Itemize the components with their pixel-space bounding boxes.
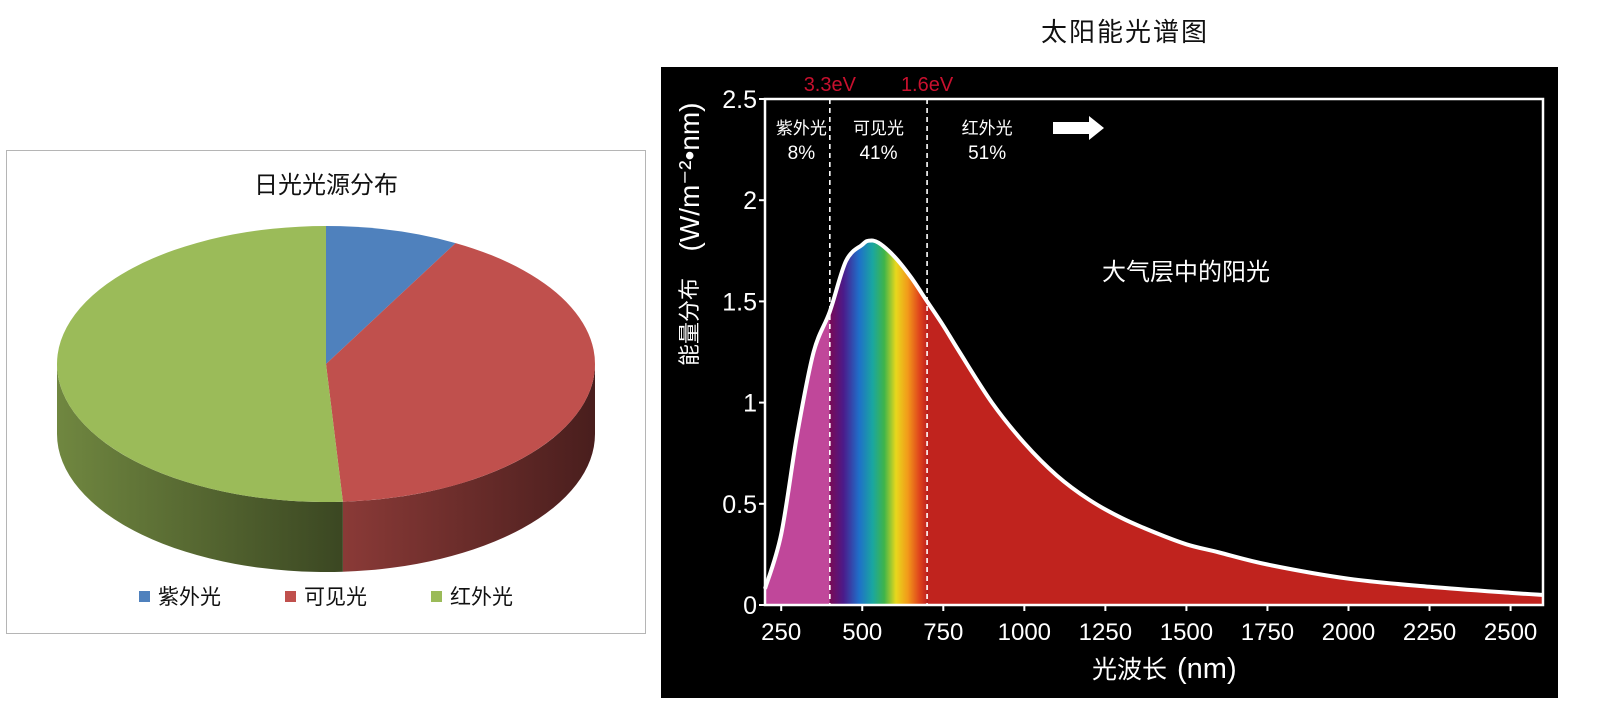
x-tick-label-1: 500 [842,619,882,646]
pie-chart [57,226,596,572]
y-tick-label-1: 0.5 [722,491,757,519]
uv-region-fill [765,240,830,605]
pie-chart-title: 日光光源分布 [254,171,398,199]
visible-region-fill [829,240,928,605]
x-tick-label-7: 2000 [1322,619,1375,646]
x-axis-unit: (nm) [1177,653,1237,685]
legend-swatch-visible [285,590,296,602]
x-axis-label: 光波长 [1092,655,1167,684]
y-tick-label-5: 2.5 [722,86,757,114]
pie-chart-panel: 日光光源分布 紫外光 可见光 红外光 [6,150,646,634]
y-tick-label-2: 1 [743,390,757,418]
pie-slice-2 [57,226,343,502]
legend-item-uv: 紫外光 [139,581,221,611]
x-tick-label-4: 1250 [1079,619,1132,646]
region-name-0: 紫外光 [776,119,827,139]
x-tick-label-3: 1000 [998,619,1051,646]
plot-frame [763,97,1545,607]
pie-side-1 [342,364,595,572]
x-tick-label-8: 2250 [1403,619,1456,646]
spectrum-curve [763,238,1544,597]
infrared-region-fill [927,240,1543,605]
x-tick-label-9: 2500 [1484,619,1537,646]
x-tick-label-6: 1750 [1241,619,1294,646]
spectrum-chart-title: 太阳能光谱图 [1040,18,1209,48]
boundary-label-0: 3.3eV [804,74,857,96]
spectrum-chart-panel: 3.3eV 1.6eV 紫外光 8% 可见光 41% 红外光 51% 大气层中的阳光 0 0.5 1 1… [661,67,1558,698]
region-percent-1: 41% [859,143,897,164]
region-name-1: 可见光 [853,119,904,139]
spectrum-chart: 3.3eV 1.6eV 紫外光 8% 可见光 41% 红外光 51% 大气层中的阳光 0 0.5 1 1… [674,74,1545,685]
spectrum-area [765,240,1543,605]
x-tick-label-5: 1500 [1160,619,1213,646]
pie-slice-0 [326,226,456,364]
arrow-right-icon [1053,116,1104,140]
legend-swatch-infrared [431,590,442,602]
x-tick-label-2: 750 [923,619,963,646]
legend-label-infrared: 红外光 [450,585,513,609]
boundary-label-1: 1.6eV [901,74,954,96]
pie-slice-1 [326,243,596,502]
legend-label-visible: 可见光 [304,585,367,609]
pie-side-2 [57,364,343,572]
y-tick-label-4: 2 [743,187,757,215]
region-name-2: 红外光 [962,119,1013,139]
y-tick-label-3: 1.5 [722,288,757,316]
legend-item-infrared: 红外光 [431,581,513,611]
region-percent-0: 8% [788,143,816,164]
y-tick-label-0: 0 [743,592,757,620]
legend-label-uv: 紫外光 [158,585,221,609]
legend-swatch-uv [139,590,150,602]
region-percent-2: 51% [968,143,1006,164]
y-axis-label: 能量分布 [678,278,703,366]
x-tick-label-0: 250 [761,619,801,646]
legend-item-visible: 可见光 [285,581,367,611]
pie-legend: 紫外光 可见光 红外光 [7,581,645,611]
y-axis-unit: (W/m⁻²•nm) [674,103,705,252]
annotation-label: 大气层中的阳光 [1102,258,1270,286]
